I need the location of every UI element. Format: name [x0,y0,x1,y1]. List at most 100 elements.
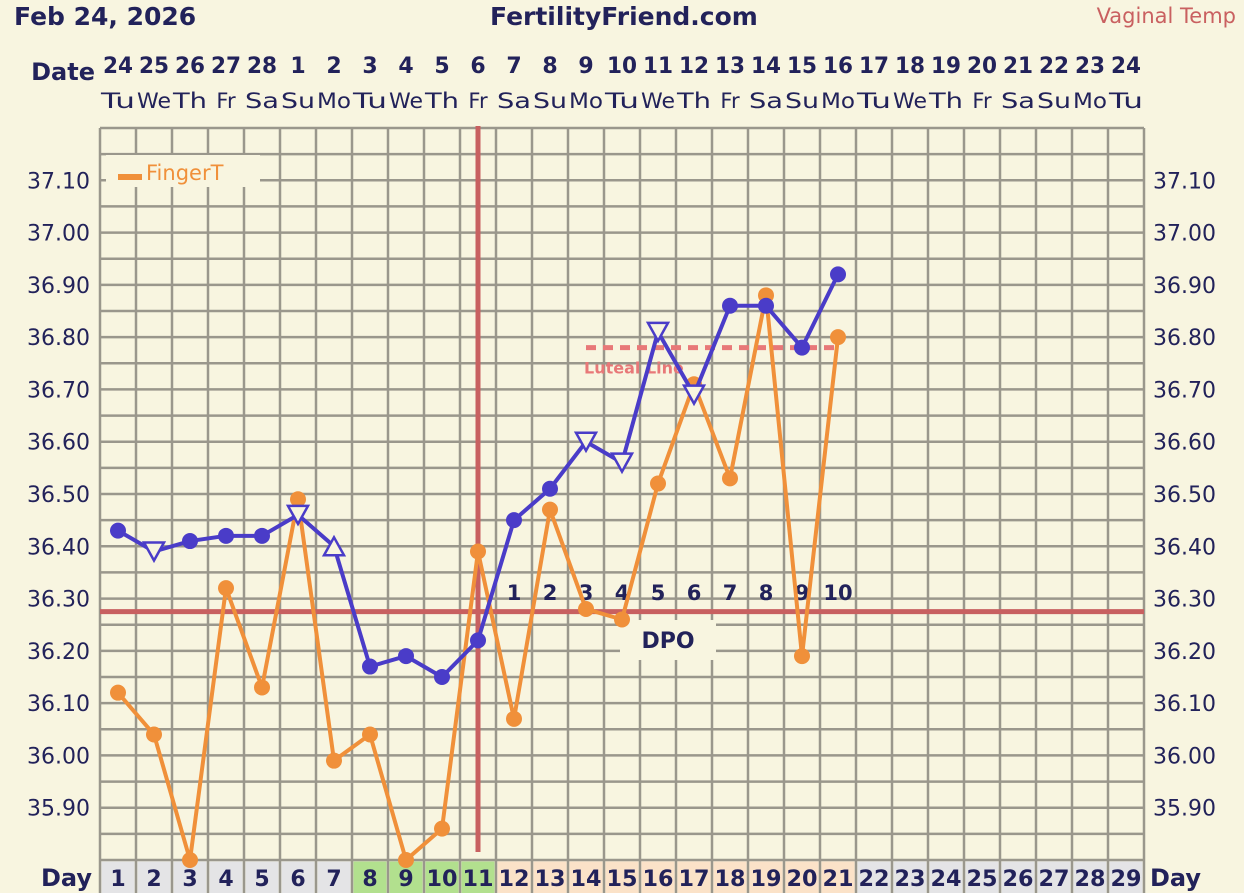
y-tick-right: 36.50 [1153,483,1216,508]
date-label: 25 [139,54,169,79]
cycle-day-label: 4 [218,867,233,892]
y-tick-left: 35.90 [27,797,90,822]
weekday-label: Mo [317,89,351,113]
date-label: 1 [290,54,305,79]
date-label: 20 [967,54,997,79]
luteal-line-label: Luteal Line [584,359,684,378]
chart-date: Feb 24, 2026 [14,2,197,31]
legend-swatch [118,174,142,180]
vaginal-temp-series-point [362,658,378,675]
weekday-label: We [641,89,675,113]
fingert-series-point [254,679,270,696]
y-tick-right: 36.60 [1153,431,1216,456]
date-label: 19 [931,54,961,79]
dpo-box [620,620,716,660]
day-cell [785,861,819,893]
date-label: 12 [679,54,709,79]
vaginal-temp-series-point [722,297,738,314]
cycle-day-label: 27 [1039,867,1070,892]
y-tick-right: 36.00 [1153,744,1216,769]
dpo-number: 2 [543,581,558,605]
dpo-number: 10 [823,581,852,605]
y-tick-right: 37.10 [1153,169,1216,194]
y-tick-right: 35.90 [1153,797,1216,822]
date-label: 8 [542,54,557,79]
day-cell [821,861,855,893]
weekday-label: Tu [352,89,387,113]
day-cell [137,861,171,893]
day-cell [605,861,639,893]
dpo-number: 8 [759,581,774,605]
date-label: 15 [787,54,817,79]
y-tick-left: 36.60 [27,431,90,456]
day-cell [677,861,711,893]
day-cell [569,861,603,893]
weekday-label: Th [424,89,459,113]
cycle-day-label: 9 [398,867,413,892]
weekday-label: Mo [821,89,855,113]
weekday-label: Mo [1073,89,1107,113]
day-row-label-left: Day [41,864,92,892]
fingert-series-point [362,726,378,743]
weekday-label: Su [281,89,315,113]
date-label: 23 [1075,54,1105,79]
y-tick-left: 36.70 [27,378,90,403]
vaginal-temp-series-point-open [141,541,167,564]
date-label: 28 [247,54,277,79]
fingert-series-point [470,543,486,560]
weekday-label: We [389,89,423,113]
y-tick-left: 37.00 [27,222,90,247]
vaginal-temp-series-point-open [321,534,347,557]
cycle-day-label: 7 [326,867,341,892]
y-tick-left: 37.10 [27,169,90,194]
date-label: 2 [326,54,341,79]
date-label: 27 [211,54,241,79]
weekday-label: We [893,89,927,113]
dpo-label: DPO [641,629,694,654]
date-row-label: Date [31,58,95,86]
vaginal-temp-series-point [794,339,810,356]
fingert-series-point [506,710,522,727]
y-tick-left: 36.80 [27,326,90,351]
fingert-series-point [578,601,594,618]
y-tick-left: 36.90 [27,274,90,299]
date-label: 16 [823,54,853,79]
weekday-label: Su [533,89,567,113]
weekday-label: Fr [972,89,992,113]
weekday-label: Th [676,89,711,113]
fingert-series-point [830,329,846,346]
y-tick-right: 36.20 [1153,640,1216,665]
date-label: 24 [1111,54,1141,79]
date-label: 17 [859,54,889,79]
weekday-label: Th [172,89,207,113]
weekday-label: Sa [497,89,531,113]
y-tick-right: 37.00 [1153,222,1216,247]
day-cell [893,861,927,893]
day-cell [713,861,747,893]
date-label: 18 [895,54,925,79]
weekday-label: Tu [100,89,135,113]
cycle-day-label: 21 [823,867,854,892]
fingert-series-point [218,580,234,597]
cycle-day-label: 22 [859,867,890,892]
day-cell [749,861,783,893]
date-label: 9 [578,54,593,79]
day-cell [317,861,351,893]
date-label: 14 [751,54,781,79]
date-label: 11 [643,54,673,79]
cycle-day-label: 19 [751,867,782,892]
site-title: FertilityFriend.com [490,2,758,31]
day-cell [1037,861,1071,893]
cycle-day-label: 28 [1075,867,1106,892]
weekday-label: Fr [468,89,488,113]
day-cell [533,861,567,893]
day-cell [1073,861,1107,893]
vaginal-temp-series-point [506,512,522,529]
y-tick-right: 36.80 [1153,326,1216,351]
vaginal-temp-series-point-open [645,321,671,344]
vaginal-temp-series-point [254,527,270,544]
date-label: 22 [1039,54,1069,79]
day-cell [857,861,891,893]
cycle-day-label: 23 [895,867,926,892]
y-tick-left: 36.50 [27,483,90,508]
